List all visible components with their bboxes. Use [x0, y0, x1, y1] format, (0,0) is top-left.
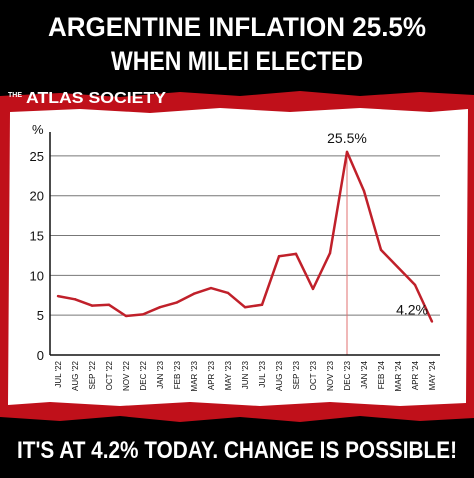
data-point: [56, 294, 60, 298]
data-point: [73, 298, 77, 301]
x-tick-label: DEC '23: [343, 360, 352, 390]
chart-panel: [8, 108, 468, 406]
brand-the: THE: [8, 92, 22, 99]
data-point: [260, 303, 264, 307]
data-point: [379, 248, 383, 252]
headline-line-2: WHEN MILEI ELECTED: [111, 46, 363, 76]
x-tick-label: OCT '23: [309, 360, 318, 390]
y-tick-label: 10: [30, 268, 44, 283]
x-tick-label: APR '24: [411, 360, 420, 390]
data-point: [124, 314, 128, 318]
data-point: [311, 287, 315, 291]
data-point: [175, 301, 179, 304]
data-point: [345, 150, 349, 154]
y-tick-label: 20: [30, 189, 44, 204]
x-tick-label: NOV '23: [326, 360, 335, 391]
x-tick-label: JAN '23: [156, 360, 165, 388]
x-tick-label: SEP '22: [88, 360, 97, 389]
data-point: [226, 291, 230, 295]
latest-callout: 4.2%: [396, 302, 428, 318]
data-point: [362, 189, 366, 193]
data-point: [90, 304, 94, 307]
x-tick-label: MAY '23: [224, 360, 233, 390]
x-tick-label: SEP '23: [292, 360, 301, 389]
data-point: [209, 286, 213, 290]
x-tick-label: JUL '23: [258, 360, 267, 387]
x-tick-label: AUG '23: [275, 360, 284, 391]
brand-name: ATLAS SOCIETY: [26, 90, 166, 107]
data-point: [141, 313, 145, 316]
x-tick-label: DEC '22: [139, 360, 148, 390]
gridlines: [50, 155, 440, 316]
x-tick-label: MAR '23: [190, 360, 199, 391]
x-tick-label: OCT '22: [105, 360, 114, 390]
x-tick-label: JAN '24: [360, 360, 369, 388]
data-point: [192, 292, 196, 295]
inflation-line-chart: 0 5 10 15 20 25 % JUL '22 AUG '22 SEP '22 OCT '2…: [30, 122, 440, 391]
x-tick-label: FEB '23: [173, 360, 182, 389]
y-tick-label: 15: [30, 229, 44, 244]
data-point: [430, 320, 434, 323]
x-tick-label: APR '23: [207, 360, 216, 390]
y-tick-label: 25: [30, 149, 44, 164]
data-point: [328, 251, 332, 255]
y-tick-label: 0: [37, 348, 44, 363]
x-tick-label: FEB '24: [377, 360, 386, 389]
data-point: [158, 306, 162, 309]
data-point: [413, 283, 417, 287]
x-tick-label: AUG '22: [71, 360, 80, 391]
headline-line-1: ARGENTINE INFLATION 25.5%: [48, 12, 426, 42]
data-point: [243, 306, 247, 309]
y-tick-label: 5: [37, 308, 44, 323]
peak-callout: 25.5%: [327, 130, 367, 146]
data-point: [396, 266, 400, 269]
data-points: [56, 150, 434, 323]
x-tick-label: JUN '23: [241, 360, 250, 389]
y-axis-unit: %: [32, 122, 44, 137]
footer-tagline: IT'S AT 4.2% TODAY. CHANGE IS POSSIBLE!: [17, 437, 457, 464]
y-axis-ticks: 0 5 10 15 20 25: [30, 149, 44, 363]
data-point: [277, 255, 281, 258]
data-point: [294, 252, 298, 256]
data-point: [107, 303, 111, 307]
x-axis-ticks: JUL '22 AUG '22 SEP '22 OCT '22 NOV '22 DEC '…: [54, 360, 437, 391]
x-tick-label: MAY '24: [428, 360, 437, 390]
x-tick-label: NOV '22: [122, 360, 131, 391]
x-tick-label: MAR '24: [394, 360, 403, 391]
x-tick-label: JUL '22: [54, 360, 63, 387]
